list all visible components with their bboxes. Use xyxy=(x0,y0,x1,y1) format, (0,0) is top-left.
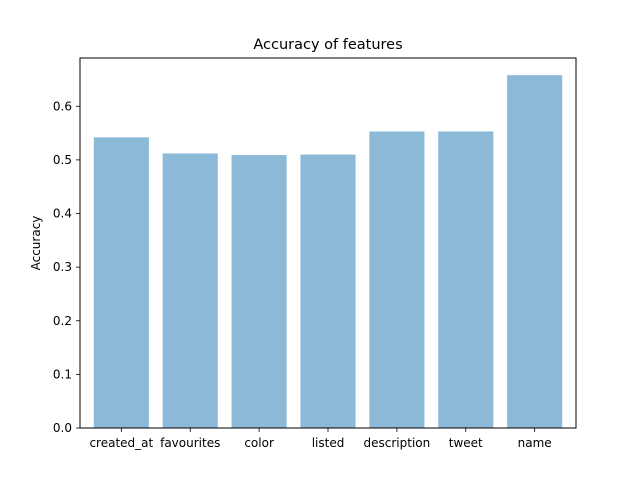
x-tick-label: tweet xyxy=(449,436,483,450)
bar-tweet xyxy=(438,131,494,428)
bars-layer xyxy=(93,75,563,429)
y-tick-label: 0.2 xyxy=(53,314,72,328)
x-tick-label: description xyxy=(364,436,431,450)
bar-created-at xyxy=(93,137,149,429)
bar-name xyxy=(507,75,563,428)
bar-listed xyxy=(300,154,356,428)
x-tick-label: name xyxy=(518,436,552,450)
bar-color xyxy=(231,155,287,428)
y-tick-label: 0.4 xyxy=(53,207,72,221)
y-tick-label: 0.6 xyxy=(53,99,72,113)
y-tick-label: 0.5 xyxy=(53,153,72,167)
x-tick-label: color xyxy=(244,436,274,450)
y-tick-label: 0.0 xyxy=(53,421,72,435)
x-tick-label: listed xyxy=(312,436,345,450)
chart-title: Accuracy of features xyxy=(253,37,402,53)
plot-area-frame xyxy=(79,57,577,429)
x-tick-label: favourites xyxy=(160,436,220,450)
bar-description xyxy=(369,131,425,428)
y-axis-ticks: 0.0 0.1 0.2 0.3 0.4 0.5 0.6 xyxy=(53,99,80,435)
y-tick-label: 0.1 xyxy=(53,367,72,381)
x-tick-label: created_at xyxy=(89,436,153,450)
x-axis-ticks: created_at favourites color listed descripti… xyxy=(89,428,552,450)
bar-favourites xyxy=(162,153,218,428)
y-tick-label: 0.3 xyxy=(53,260,72,274)
y-axis-label: Accuracy xyxy=(29,216,43,271)
